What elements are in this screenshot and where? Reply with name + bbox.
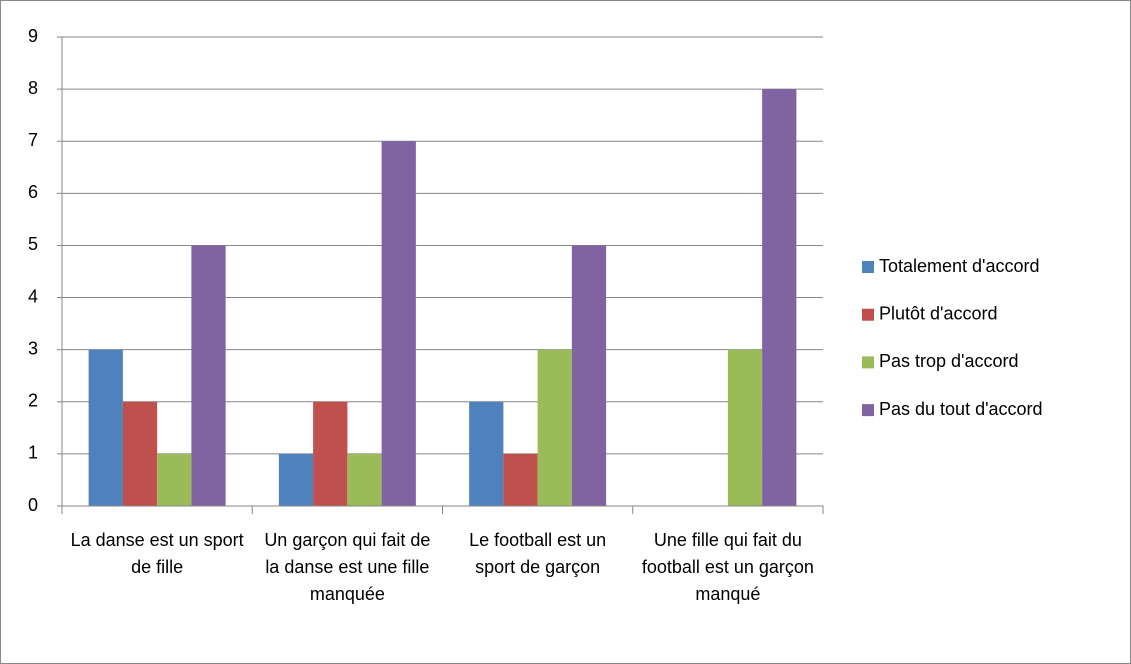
legend-swatch xyxy=(862,404,874,417)
y-tick-label: 6 xyxy=(28,182,38,202)
bar xyxy=(191,245,226,506)
bar xyxy=(313,401,348,506)
bar xyxy=(278,453,314,506)
x-tick-label-box: Le football est un sport de garçon xyxy=(469,530,607,577)
legend-label: Totalement d'accord xyxy=(879,256,1040,276)
bar xyxy=(157,453,192,506)
bar xyxy=(571,245,607,506)
legend-swatch xyxy=(862,261,874,273)
x-tick-label: Le football est un sport de garçon xyxy=(469,530,607,577)
y-tick-label: 2 xyxy=(28,391,38,411)
y-tick-label: 7 xyxy=(28,130,38,150)
legend-label: Pas trop d'accord xyxy=(879,351,1019,371)
x-tick-label-box: La danse est un sport de fille xyxy=(70,530,244,577)
y-tick-label: 3 xyxy=(28,338,38,358)
bar xyxy=(727,349,763,506)
bar xyxy=(537,349,572,506)
bar xyxy=(347,453,382,506)
x-tick-label: Un garçon qui fait de la danse est une f… xyxy=(264,530,431,604)
bar xyxy=(469,401,504,506)
legend-swatch xyxy=(862,356,874,369)
x-tick-label-box: Un garçon qui fait de la danse est une f… xyxy=(264,530,431,604)
legend-label: Plutôt d'accord xyxy=(879,303,998,323)
bar xyxy=(381,141,416,506)
y-tick-label: 5 xyxy=(28,234,38,254)
bar xyxy=(503,453,538,506)
bar xyxy=(762,89,797,506)
bar xyxy=(88,349,123,506)
x-tick-label: Une fille qui fait du football est un ga… xyxy=(641,530,814,604)
legend-swatch xyxy=(862,308,874,321)
y-tick-label: 8 xyxy=(28,78,38,98)
bar xyxy=(122,401,158,506)
y-tick-label: 4 xyxy=(28,286,38,306)
legend-label: Pas du tout d'accord xyxy=(879,399,1043,419)
x-tick-label: La danse est un sport de fille xyxy=(70,530,244,577)
y-tick-label: 1 xyxy=(28,443,38,463)
x-tick-label-box: Une fille qui fait du football est un ga… xyxy=(641,530,814,604)
y-tick-label: 0 xyxy=(28,495,38,515)
y-tick-label: 9 xyxy=(28,26,38,46)
